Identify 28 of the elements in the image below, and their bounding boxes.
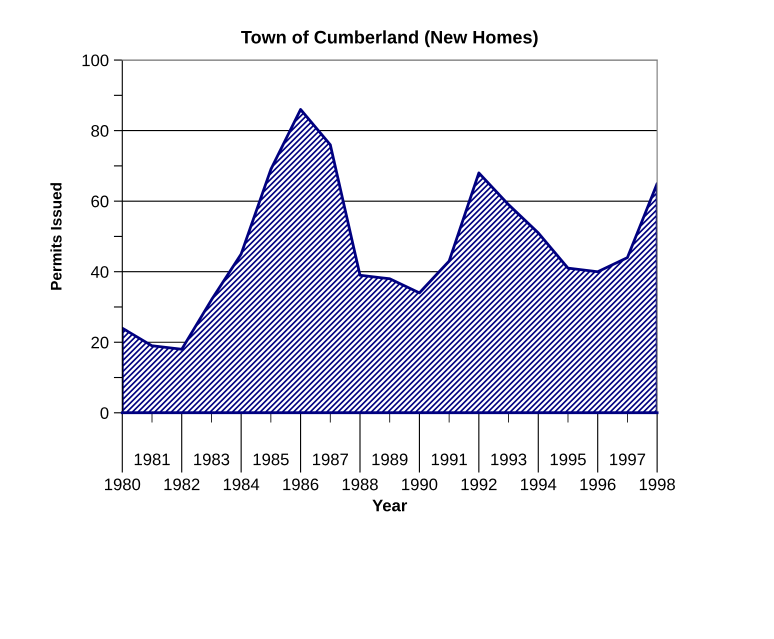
- x-tick-label: 1981: [134, 454, 170, 466]
- x-tick-label: 1986: [283, 478, 318, 490]
- y-axis-title: Permits Issued: [50, 183, 62, 290]
- x-tick-label: 1993: [491, 454, 526, 466]
- x-tick-label: 1989: [372, 454, 408, 466]
- y-tick-label: 20: [91, 336, 108, 348]
- x-tick-label: 1988: [342, 478, 378, 490]
- y-tick-label: 40: [90, 266, 108, 278]
- y-tick-label: 100: [82, 54, 108, 66]
- x-tick-label: 1996: [580, 478, 616, 490]
- x-tick-label: 1980: [105, 478, 140, 490]
- x-tick-label: 1983: [194, 454, 230, 466]
- x-tick-label: 1994: [521, 478, 556, 490]
- x-axis-title: Year: [372, 500, 408, 512]
- x-tick-label: 1998: [640, 478, 675, 490]
- x-tick-label: 1990: [402, 478, 438, 490]
- x-tick-label: 1997: [610, 454, 646, 466]
- y-tick-label: 0: [100, 407, 108, 419]
- x-tick-label: 1992: [462, 478, 497, 490]
- x-tick-label: 1982: [164, 478, 200, 490]
- chart-title: Town of Cumberland (New Homes): [241, 30, 538, 48]
- x-tick-label: 1987: [313, 454, 348, 466]
- y-tick-label: 60: [91, 196, 108, 208]
- x-tick-label: 1995: [550, 454, 586, 466]
- x-tick-label: 1991: [432, 454, 467, 466]
- y-tick-label: 80: [91, 125, 108, 137]
- x-tick-label: 1984: [224, 478, 260, 490]
- x-tick-label: 1985: [254, 454, 289, 466]
